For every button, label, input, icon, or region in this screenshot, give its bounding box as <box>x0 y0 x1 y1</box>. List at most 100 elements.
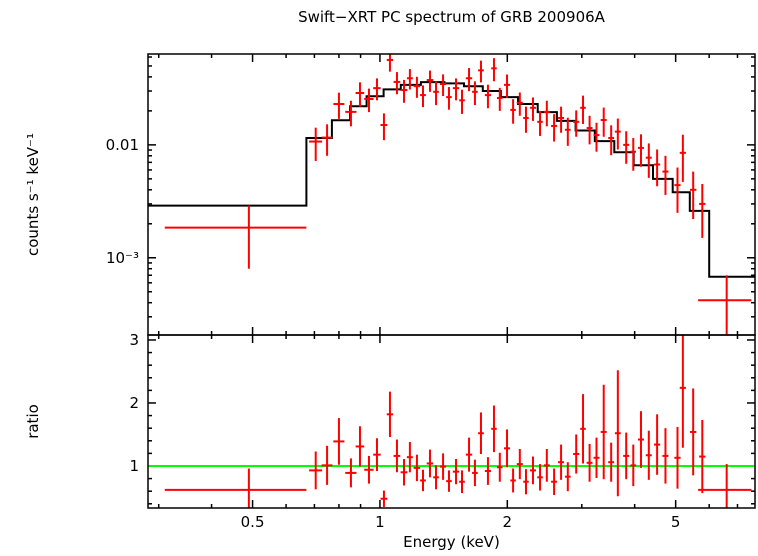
spectrum-data-point <box>523 106 529 133</box>
ratio-data-point <box>364 455 374 484</box>
spectrum-data-point <box>529 97 536 121</box>
spectrum-data-point <box>593 122 600 152</box>
ratio-data-point <box>426 449 434 478</box>
spectrum-data-point <box>364 88 374 113</box>
spectrum-data-point <box>400 79 408 103</box>
x-tick-label: 1 <box>375 513 385 531</box>
ratio-data-point <box>400 459 408 486</box>
spectrum-data-point <box>608 125 615 156</box>
ratio-data-point <box>406 442 413 473</box>
y-axis-label-ratio: ratio <box>24 404 42 439</box>
ratio-data-point <box>630 444 637 487</box>
ratio-data-point <box>413 454 421 482</box>
ratio-data-point <box>446 470 452 492</box>
ratio-data-point <box>510 468 516 493</box>
spectrum-data-point <box>551 114 558 142</box>
ratio-data-point <box>484 457 491 485</box>
spectrum-data-point <box>662 155 669 195</box>
ratio-data-point <box>593 437 600 478</box>
spectrum-data-point <box>355 82 365 107</box>
ratio-data-point <box>689 388 697 476</box>
spectrum-data-point <box>630 138 637 171</box>
spectrum-data-point <box>699 184 706 238</box>
spectrum-data-point <box>459 89 465 114</box>
ratio-data-point <box>654 414 661 475</box>
ratio-data-point <box>380 490 388 507</box>
ratio-panel-frame <box>147 334 756 509</box>
spectrum-data-point <box>406 69 413 90</box>
x-tick-label: 0.5 <box>241 513 265 531</box>
spectrum-data-point <box>558 106 565 133</box>
spectrum-data-point <box>586 115 593 145</box>
ratio-data-point <box>393 439 401 473</box>
spectrum-data-point <box>472 81 478 106</box>
spectrum-data-point <box>654 149 661 187</box>
ratio-data-point <box>537 464 543 491</box>
y-tick-label: 3 <box>129 331 139 349</box>
ratio-data-point <box>345 458 357 488</box>
spectrum-data-point <box>420 85 426 108</box>
spectrum-data-point <box>452 78 460 101</box>
y-tick-label: 0.01 <box>106 136 139 154</box>
ratio-data-point <box>497 452 503 482</box>
ratio-data-point <box>439 453 447 480</box>
spectrum-data-point <box>465 68 473 92</box>
ratio-data-point <box>478 412 484 455</box>
ratio-data-point <box>465 437 473 472</box>
ratio-data-point <box>573 434 580 474</box>
x-axis-label: Energy (keV) <box>403 533 500 551</box>
spectrum-data-point <box>446 87 452 110</box>
spectrum-data-point <box>478 60 484 83</box>
plot-title: Swift−XRT PC spectrum of GRB 200906A <box>298 8 606 26</box>
ratio-data-point <box>355 426 365 467</box>
spectrum-data-point <box>309 127 323 161</box>
ratio-data-point <box>321 445 333 485</box>
ratio-data-point <box>614 370 621 497</box>
spectrum-data-point <box>614 118 621 150</box>
spectrum-data-point <box>516 92 523 116</box>
spectrum-data-point <box>380 113 388 141</box>
ratio-data-point <box>679 335 686 448</box>
y-tick-label: 2 <box>129 394 139 412</box>
spectrum-data-point <box>393 72 401 95</box>
ratio-data-point <box>452 459 460 485</box>
ratio-data-point <box>491 405 497 453</box>
ratio-data-point <box>645 430 652 480</box>
spectrum-data-point <box>645 143 652 178</box>
spectrum-data-point <box>564 117 571 146</box>
spectrum-data-point <box>484 84 491 109</box>
ratio-data-point <box>529 456 536 485</box>
spectrum-data-point <box>426 70 434 92</box>
ratio-data-point <box>523 469 529 495</box>
spectrum-data-point <box>537 110 543 136</box>
spectrum-data-point <box>573 110 580 137</box>
ratio-data-point <box>543 448 550 482</box>
spectrum-data-point <box>637 134 644 167</box>
ratio-data-point <box>472 459 478 487</box>
ratio-data-point <box>558 444 565 480</box>
ratio-data-point <box>637 411 644 468</box>
ratio-data-point <box>516 448 523 480</box>
spectrum-data-point <box>689 171 697 220</box>
spectrum-data-point <box>600 107 607 137</box>
x-tick-label: 5 <box>671 513 681 531</box>
spectrum-data-point <box>433 81 439 106</box>
ratio-data-point <box>164 468 307 508</box>
spectrum-data-point <box>439 74 447 96</box>
y-tick-label: 1 <box>129 457 139 475</box>
ratio-data-point <box>699 419 706 494</box>
spectrum-data-point <box>345 100 357 127</box>
spectrum-data-point <box>164 205 307 269</box>
ratio-data-point <box>564 462 571 492</box>
ratio-data-point <box>551 468 558 495</box>
ratio-data-point <box>580 394 586 464</box>
spectrum-data-point <box>373 78 381 101</box>
ratio-data-point <box>600 384 607 480</box>
ratio-data-point <box>608 442 615 482</box>
ratio-data-point <box>373 438 381 472</box>
model-step-line <box>148 81 755 278</box>
x-tick-label: 2 <box>503 513 513 531</box>
ratio-data-point <box>433 465 439 490</box>
